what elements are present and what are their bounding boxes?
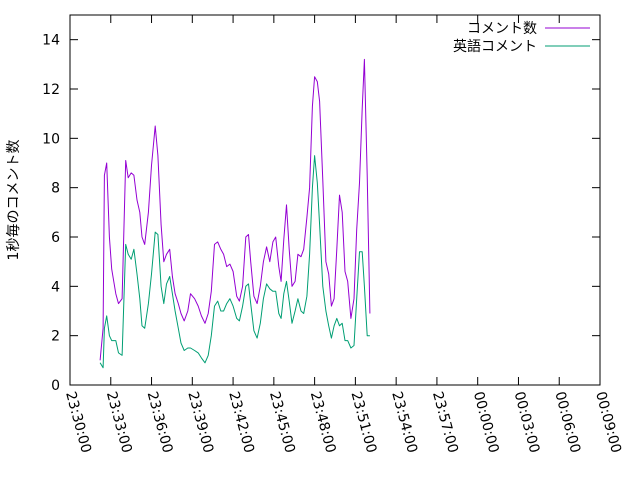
y-tick-label: 8 <box>51 181 60 197</box>
plot-frame <box>69 14 601 386</box>
legend-label: コメント数 <box>467 21 537 37</box>
y-tick-label: 6 <box>51 230 60 246</box>
series-layer <box>99 58 371 369</box>
y-tick-label: 2 <box>51 329 60 345</box>
y-axis: 0 2 4 6 8 10 12 14 <box>42 33 600 394</box>
y-tick-label: 10 <box>42 131 60 147</box>
y-tick-label: 4 <box>51 279 60 295</box>
series-line-1 <box>99 58 371 361</box>
y-tick-label: 12 <box>42 82 60 98</box>
y-tick-label: 0 <box>51 378 60 394</box>
y-tick-label: 14 <box>42 33 60 49</box>
series-line-2 <box>99 155 370 369</box>
y-axis-label: 1秒毎のコメント数 <box>6 140 22 261</box>
plot-border <box>69 14 601 386</box>
legend-label: 英語コメント <box>453 38 537 55</box>
